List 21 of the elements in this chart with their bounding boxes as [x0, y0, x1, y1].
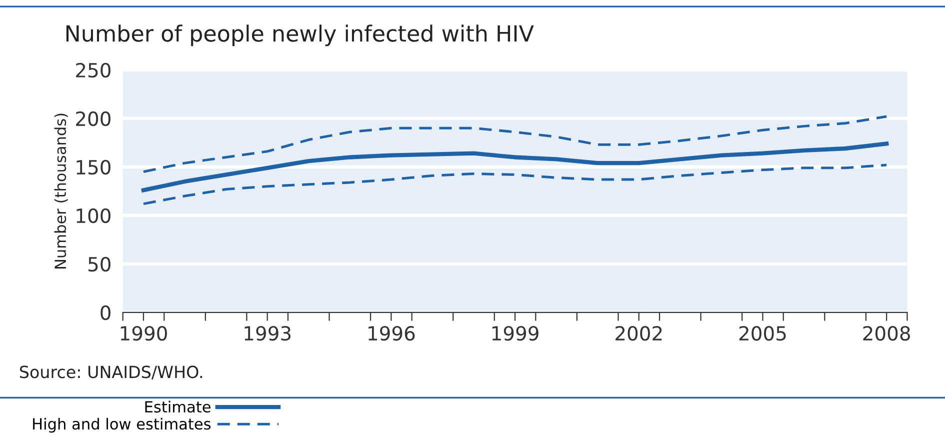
y-tick-label: 150 [76, 160, 110, 175]
y-tick-label: 200 [76, 111, 110, 126]
y-tick-label: 50 [88, 256, 110, 272]
y-tick-label: 100 [76, 208, 110, 224]
line-series [142, 115, 888, 174]
y-axis-title: Number (thousands) [54, 114, 68, 268]
legend-label: High and low estimates [33, 418, 211, 433]
x-tick-label: 1993 [244, 326, 291, 341]
legend-label: Estimate [145, 400, 210, 413]
line-series [142, 164, 888, 206]
x-tick-label: 2008 [863, 326, 910, 341]
x-tick-label: 1999 [492, 326, 538, 341]
x-tick-label: 1990 [120, 326, 167, 341]
source-note: Source: UNAIDS/WHO. [20, 366, 202, 380]
chart-title: Number of people newly infected with HIV [66, 24, 534, 46]
x-tick-label: 2002 [616, 326, 662, 341]
y-tick-label: 250 [76, 62, 110, 78]
x-tick-label: 2005 [739, 326, 786, 341]
x-tick-label: 1996 [368, 326, 415, 341]
y-tick-label: 0 [100, 305, 110, 320]
line-series [141, 142, 889, 192]
